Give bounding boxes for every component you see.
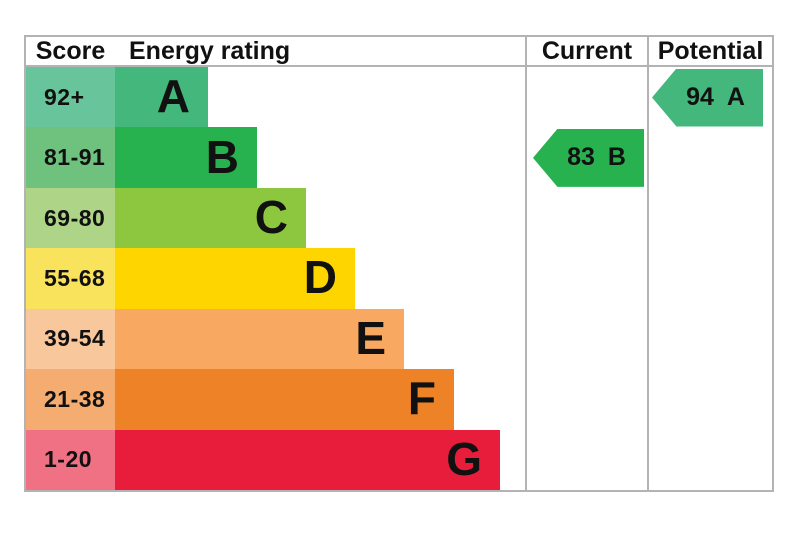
band-score-range: 55-68 xyxy=(26,248,115,309)
band-bar: C xyxy=(115,187,306,249)
potential-rating-letter: A xyxy=(726,83,745,111)
band-score-range: 1-20 xyxy=(26,429,115,490)
band-row: 39-54 E xyxy=(26,308,772,370)
band-bar: D xyxy=(115,248,355,309)
band-letter: G xyxy=(446,432,482,485)
band-row: 21-38 F xyxy=(26,369,772,430)
potential-column-divider xyxy=(647,67,649,490)
potential-rating-arrow: 94 A xyxy=(652,68,763,127)
band-score-range: 69-80 xyxy=(26,187,115,249)
band-row: 55-68 D xyxy=(26,248,772,309)
band-letter: C xyxy=(254,191,288,244)
current-column-divider xyxy=(525,67,527,490)
band-row: 92+ A xyxy=(26,67,772,128)
score-column-header: Score xyxy=(35,36,106,65)
epc-table: Score Energy rating Current Potential 92… xyxy=(24,35,774,492)
band-bar: E xyxy=(115,308,404,370)
potential-score-value: 94 xyxy=(686,83,714,111)
band-bar: B xyxy=(115,127,257,188)
band-row: 1-20 G xyxy=(26,429,772,490)
band-row: 81-91 B xyxy=(26,127,772,188)
band-letter: D xyxy=(303,251,337,304)
band-score-range: 81-91 xyxy=(26,127,115,188)
band-rows: 92+ A 81-91 B 69-80 C 55-68 D 39-54 E 21… xyxy=(26,67,772,490)
epc-header-row: Score Energy rating Current Potential xyxy=(26,37,772,67)
band-letter: B xyxy=(205,130,239,183)
current-score-value: 83 xyxy=(567,143,595,172)
band-row: 69-80 C xyxy=(26,187,772,249)
current-rating-letter: B xyxy=(607,143,626,172)
band-letter: E xyxy=(355,311,386,364)
current-column-header: Current xyxy=(525,37,647,65)
band-letter: F xyxy=(407,372,436,425)
current-rating-arrow: 83 B xyxy=(533,128,644,187)
epc-body: 92+ A 81-91 B 69-80 C 55-68 D 39-54 E 21… xyxy=(26,67,772,490)
band-score-range: 92+ xyxy=(26,67,115,128)
band-bar: A xyxy=(115,67,208,128)
potential-column-header: Potential xyxy=(647,37,772,65)
band-score-range: 39-54 xyxy=(26,308,115,370)
band-bar: F xyxy=(115,369,454,430)
energy-rating-column-header: Energy rating xyxy=(129,36,291,65)
band-letter: A xyxy=(156,70,190,123)
band-score-range: 21-38 xyxy=(26,369,115,430)
band-bar: G xyxy=(115,429,500,490)
